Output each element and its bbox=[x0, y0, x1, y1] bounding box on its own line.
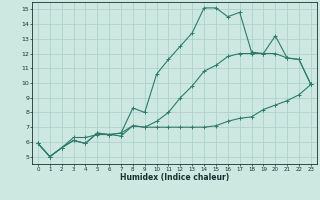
X-axis label: Humidex (Indice chaleur): Humidex (Indice chaleur) bbox=[120, 173, 229, 182]
